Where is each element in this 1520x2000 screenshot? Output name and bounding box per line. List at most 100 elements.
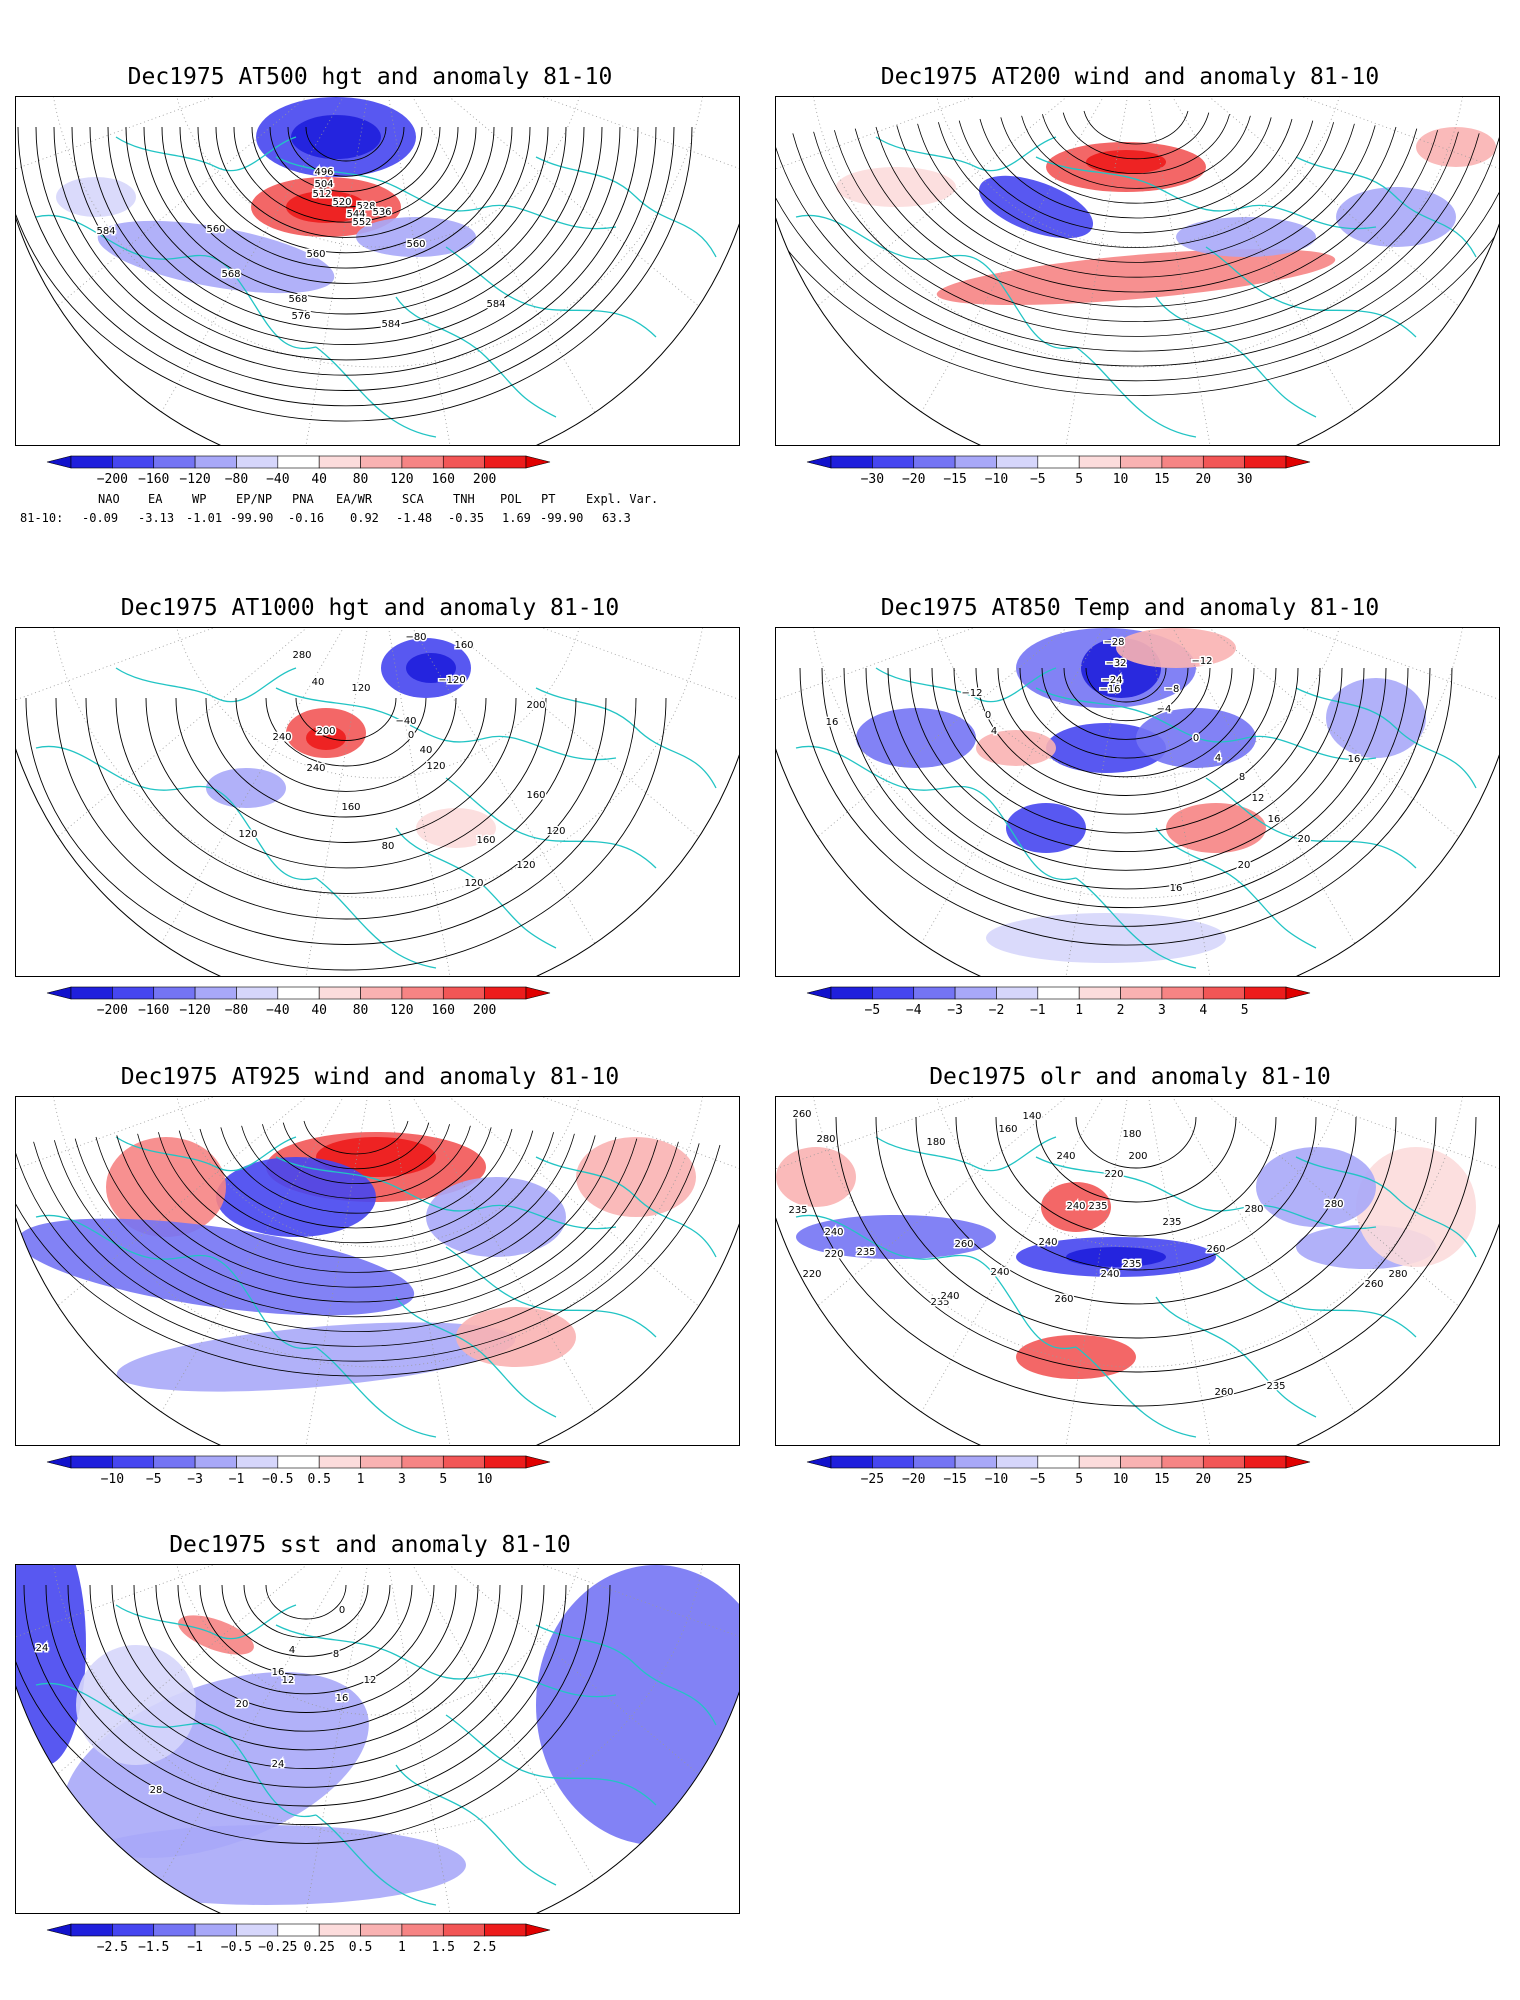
contour-lines	[795, 1116, 1477, 1407]
contour-label: 536	[372, 207, 391, 218]
colorbar-tick-label: 200	[473, 472, 496, 487]
colorbar-tick-label: −5	[1030, 1472, 1046, 1487]
contour-label: 240	[824, 1227, 843, 1238]
contour-label: 180	[1122, 1129, 1141, 1140]
teleconnection-index-table: NAO EA WP EP/NP PNA EA/WR SCA TNH POL PT…	[20, 492, 740, 530]
contour-label: 528	[356, 201, 375, 212]
anomaly-shading	[1166, 803, 1266, 853]
index-value: 63.3	[602, 511, 631, 525]
map-edge-mask	[16, 628, 739, 976]
index-value: -0.09	[82, 511, 119, 525]
contour-label: 160	[476, 835, 495, 846]
colorbar-tick-label: 1	[1075, 1003, 1083, 1018]
colorbar-tick-label: 80	[353, 1003, 369, 1018]
colorbar-tick-label: 40	[311, 472, 327, 487]
contour-label: 240	[272, 732, 291, 743]
streamlines	[16, 1120, 721, 1377]
contour-label: 160	[454, 640, 473, 651]
map-temp850: −28−32−24−16−12−12−8−4041604812161620201…	[776, 628, 1499, 976]
colorbar-tick-label: 5	[1241, 1003, 1249, 1018]
colorbar-tick-label: 120	[390, 1003, 413, 1018]
colorbar-swatch	[236, 986, 279, 1000]
colorbar-swatch	[112, 986, 155, 1000]
colorbar-min-arrow	[806, 986, 832, 1000]
colorbar-tick-label: −15	[943, 1472, 966, 1487]
anomaly-shading	[76, 1645, 196, 1765]
colorbar-tick-label: 10	[1113, 472, 1129, 487]
colorbar-tick-label: −40	[266, 472, 289, 487]
map-frame: 24 0 4 8 12 16 20 24 28 16 12	[15, 1564, 740, 1914]
colorbar-swatch	[1078, 986, 1121, 1000]
contour-label: 200	[1128, 1151, 1147, 1162]
contour-label: 240	[306, 763, 325, 774]
colorbar: −10 −5 −3 −1 −0.5 0.5 1 3 5 10	[46, 1455, 551, 1487]
colorbar-tick-label: 15	[1154, 1472, 1170, 1487]
map-frame: 260 180 160 140 180 200 220 240 280 235 240 220 235 2…	[775, 1096, 1500, 1446]
colorbar-swatch	[112, 455, 155, 469]
contour-label: 504	[314, 179, 333, 190]
colorbar-max-arrow	[525, 1455, 551, 1469]
hemisphere-edge	[776, 1217, 1499, 1445]
colorbar-swatch	[236, 1455, 279, 1469]
colorbar-swatch	[1120, 986, 1163, 1000]
colorbar-swatch	[1161, 986, 1204, 1000]
colorbar-min-arrow	[806, 1455, 832, 1469]
anomaly-shading	[456, 1307, 576, 1367]
lat-lon-grid	[16, 97, 739, 445]
panel-title: Dec1975 AT1000 hgt and anomaly 81-10	[120, 595, 620, 621]
colorbar-swatch	[1244, 1455, 1287, 1469]
colorbar-swatch	[954, 986, 997, 1000]
colorbar-swatch	[236, 1923, 279, 1937]
colorbar-swatch	[830, 455, 873, 469]
contour-label: 120	[351, 683, 370, 694]
anomaly-shading	[796, 1215, 996, 1259]
colorbar-swatch	[484, 1923, 527, 1937]
colorbar-swatch	[996, 455, 1039, 469]
contour-label: 260	[1214, 1387, 1233, 1398]
colorbar-swatch	[484, 986, 527, 1000]
colorbar-tick-label: −1	[229, 1472, 245, 1487]
colorbar-swatch	[1037, 455, 1080, 469]
colorbar-swatch	[194, 455, 237, 469]
colorbar-swatch	[913, 986, 956, 1000]
colorbar-swatch	[1078, 1455, 1121, 1469]
contour-label: 568	[288, 294, 307, 305]
hemisphere-edge	[16, 217, 739, 445]
panel-title: Dec1975 olr and anomaly 81-10	[929, 1064, 1331, 1090]
contour-label: −40	[395, 716, 416, 727]
colorbar-swatch	[153, 455, 196, 469]
anomaly-shading	[1116, 628, 1236, 668]
map-edge-mask	[776, 628, 1499, 976]
colorbar-tick-label: −10	[985, 472, 1008, 487]
index-header: EA/WR	[336, 492, 373, 506]
anomaly-shading	[1041, 1182, 1111, 1232]
contour-label: 16	[1348, 754, 1361, 765]
colorbar-swatch	[1037, 1455, 1080, 1469]
anomaly-shading	[216, 1157, 376, 1237]
colorbar-tick-label: 5	[1075, 472, 1083, 487]
colorbar-swatch	[153, 1923, 196, 1937]
contour-label: 0	[339, 1605, 345, 1616]
index-header: NAO	[98, 492, 120, 506]
coastlines	[795, 667, 1477, 969]
colorbar: −25 −20 −15 −10 −5 5 10 15 20 25	[806, 1455, 1311, 1487]
colorbar-tick-label: −15	[943, 472, 966, 487]
contour-label: 80	[382, 841, 395, 852]
colorbar-tick-label: 20	[1195, 1472, 1211, 1487]
panel-title: Dec1975 AT500 hgt and anomaly 81-10	[127, 64, 613, 90]
colorbar-tick-label: 3	[1158, 1003, 1166, 1018]
index-value-row: 81-10: -0.09 -3.13 -1.01 -99.90 -0.16 0.…	[20, 511, 740, 530]
contour-label: 200	[316, 726, 335, 737]
contour-lines	[25, 697, 667, 971]
colorbar-tick-label: −120	[179, 472, 210, 487]
contour-label: 584	[96, 226, 115, 237]
colorbar-swatch	[954, 1455, 997, 1469]
map-edge-mask	[16, 1097, 739, 1445]
colorbar-swatch	[360, 1455, 403, 1469]
anomaly-shading	[856, 708, 976, 768]
contour-label: 12	[1252, 793, 1265, 804]
colorbar-tick-label: −10	[101, 1472, 124, 1487]
